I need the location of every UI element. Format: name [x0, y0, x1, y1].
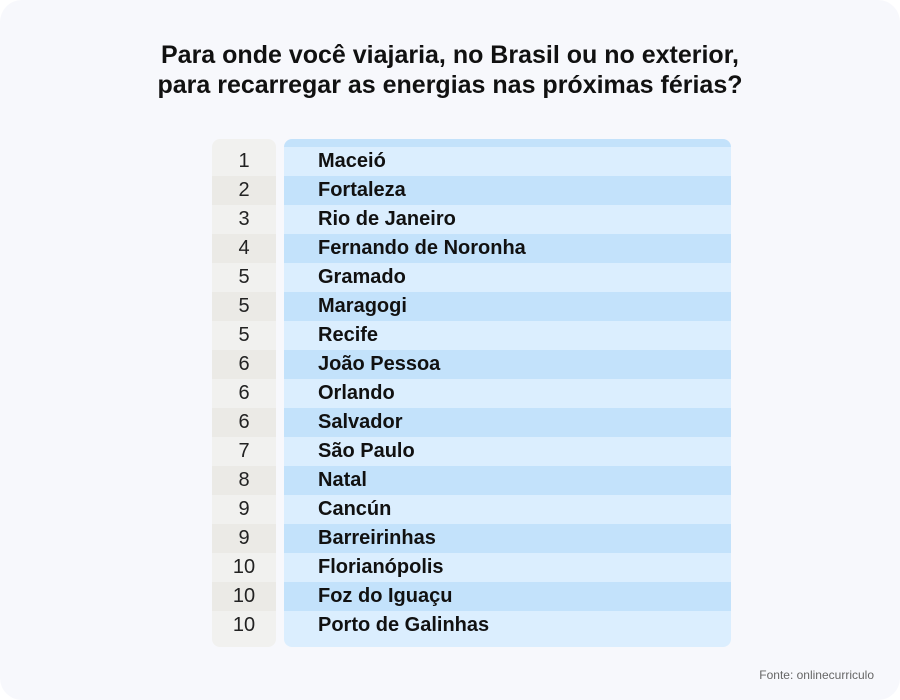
- table-row-rank: 8: [212, 466, 276, 495]
- table-row-destination: Maragogi: [284, 292, 731, 321]
- rank-cell: 5: [238, 266, 250, 288]
- chart-title: Para onde você viajaria, no Brasil ou no…: [0, 40, 900, 100]
- destination-cell: Porto de Galinhas: [318, 614, 490, 636]
- table-row-rank: 10: [212, 553, 276, 582]
- destination-cell: Rio de Janeiro: [318, 208, 456, 230]
- table-row-rank: 5: [212, 321, 276, 350]
- table-row-destination: Orlando: [284, 379, 731, 408]
- table-row-destination: João Pessoa: [284, 350, 731, 379]
- destination-cell: João Pessoa: [318, 353, 441, 375]
- chart-title-line-2: para recarregar as energias nas próximas…: [157, 71, 743, 99]
- table-row-destination: Foz do Iguaçu: [284, 582, 731, 611]
- destination-cell: Salvador: [318, 411, 403, 433]
- rank-cell: 3: [238, 208, 250, 230]
- rank-cell: 10: [232, 585, 256, 607]
- table-row-rank: 5: [212, 292, 276, 321]
- chart-title-line-1: Para onde você viajaria, no Brasil ou no…: [161, 41, 739, 69]
- rank-cell: 10: [232, 614, 256, 636]
- destination-cell: Barreirinhas: [318, 527, 436, 549]
- destination-cell: Cancún: [318, 498, 392, 520]
- table-row-rank: 4: [212, 234, 276, 263]
- table-row-destination: Porto de Galinhas: [284, 611, 731, 640]
- table-row-rank: 9: [212, 524, 276, 553]
- destination-cell: São Paulo: [318, 440, 415, 462]
- rank-cell: 6: [238, 353, 250, 375]
- rank-cell: 6: [238, 411, 250, 433]
- rank-cell: 1: [238, 150, 250, 172]
- table-row-destination: Barreirinhas: [284, 524, 731, 553]
- table-row-destination: Fortaleza: [284, 176, 731, 205]
- table-row-destination: Rio de Janeiro: [284, 205, 731, 234]
- table-row-rank: 6: [212, 379, 276, 408]
- table-row-rank: 9: [212, 495, 276, 524]
- destination-cell: Maragogi: [318, 295, 407, 317]
- table-row-rank: 2: [212, 176, 276, 205]
- table-padding: [284, 640, 731, 647]
- table-padding: [212, 640, 276, 647]
- destination-cell: Gramado: [318, 266, 406, 288]
- table-padding: [284, 139, 731, 147]
- table-row-destination: Natal: [284, 466, 731, 495]
- rank-cell: 7: [238, 440, 250, 462]
- source-note: Fonte: onlinecurriculo: [759, 668, 874, 682]
- destination-cell: Fortaleza: [318, 179, 406, 201]
- table-row-rank: 7: [212, 437, 276, 466]
- table-row-rank: 10: [212, 611, 276, 640]
- table-row-destination: Recife: [284, 321, 731, 350]
- rank-cell: 5: [238, 295, 250, 317]
- rank-cell: 5: [238, 324, 250, 346]
- table-row-destination: Fernando de Noronha: [284, 234, 731, 263]
- table-row-destination: Cancún: [284, 495, 731, 524]
- rank-cell: 9: [238, 498, 250, 520]
- table-padding: [212, 139, 276, 147]
- rank-cell: 9: [238, 527, 250, 549]
- table-row-destination: São Paulo: [284, 437, 731, 466]
- destination-cell: Maceió: [318, 150, 386, 172]
- table-row-destination: Salvador: [284, 408, 731, 437]
- destination-cell: Fernando de Noronha: [318, 237, 526, 259]
- rank-cell: 4: [238, 237, 250, 259]
- destination-column: Maceió Fortaleza Rio de Janeiro Fernando de…: [284, 139, 731, 647]
- table-row-destination: Florianópolis: [284, 553, 731, 582]
- table-row-rank: 5: [212, 263, 276, 292]
- destination-cell: Florianópolis: [318, 556, 444, 578]
- table-row-rank: 3: [212, 205, 276, 234]
- destination-cell: Natal: [318, 469, 367, 491]
- table-row-destination: Gramado: [284, 263, 731, 292]
- rank-cell: 6: [238, 382, 250, 404]
- destination-cell: Recife: [318, 324, 379, 346]
- table-row-rank: 10: [212, 582, 276, 611]
- table-row-rank: 6: [212, 350, 276, 379]
- destination-cell: Orlando: [318, 382, 395, 404]
- destination-cell: Foz do Iguaçu: [318, 585, 453, 607]
- rank-cell: 10: [232, 556, 256, 578]
- rank-column: 1 2 3 4 5 5 5 6 6 6 7 8 9 9 10 10 10: [212, 139, 276, 647]
- rank-cell: 2: [238, 179, 250, 201]
- table-row-destination: Maceió: [284, 147, 731, 176]
- table-row-rank: 1: [212, 147, 276, 176]
- table-row-rank: 6: [212, 408, 276, 437]
- rank-cell: 8: [238, 469, 250, 491]
